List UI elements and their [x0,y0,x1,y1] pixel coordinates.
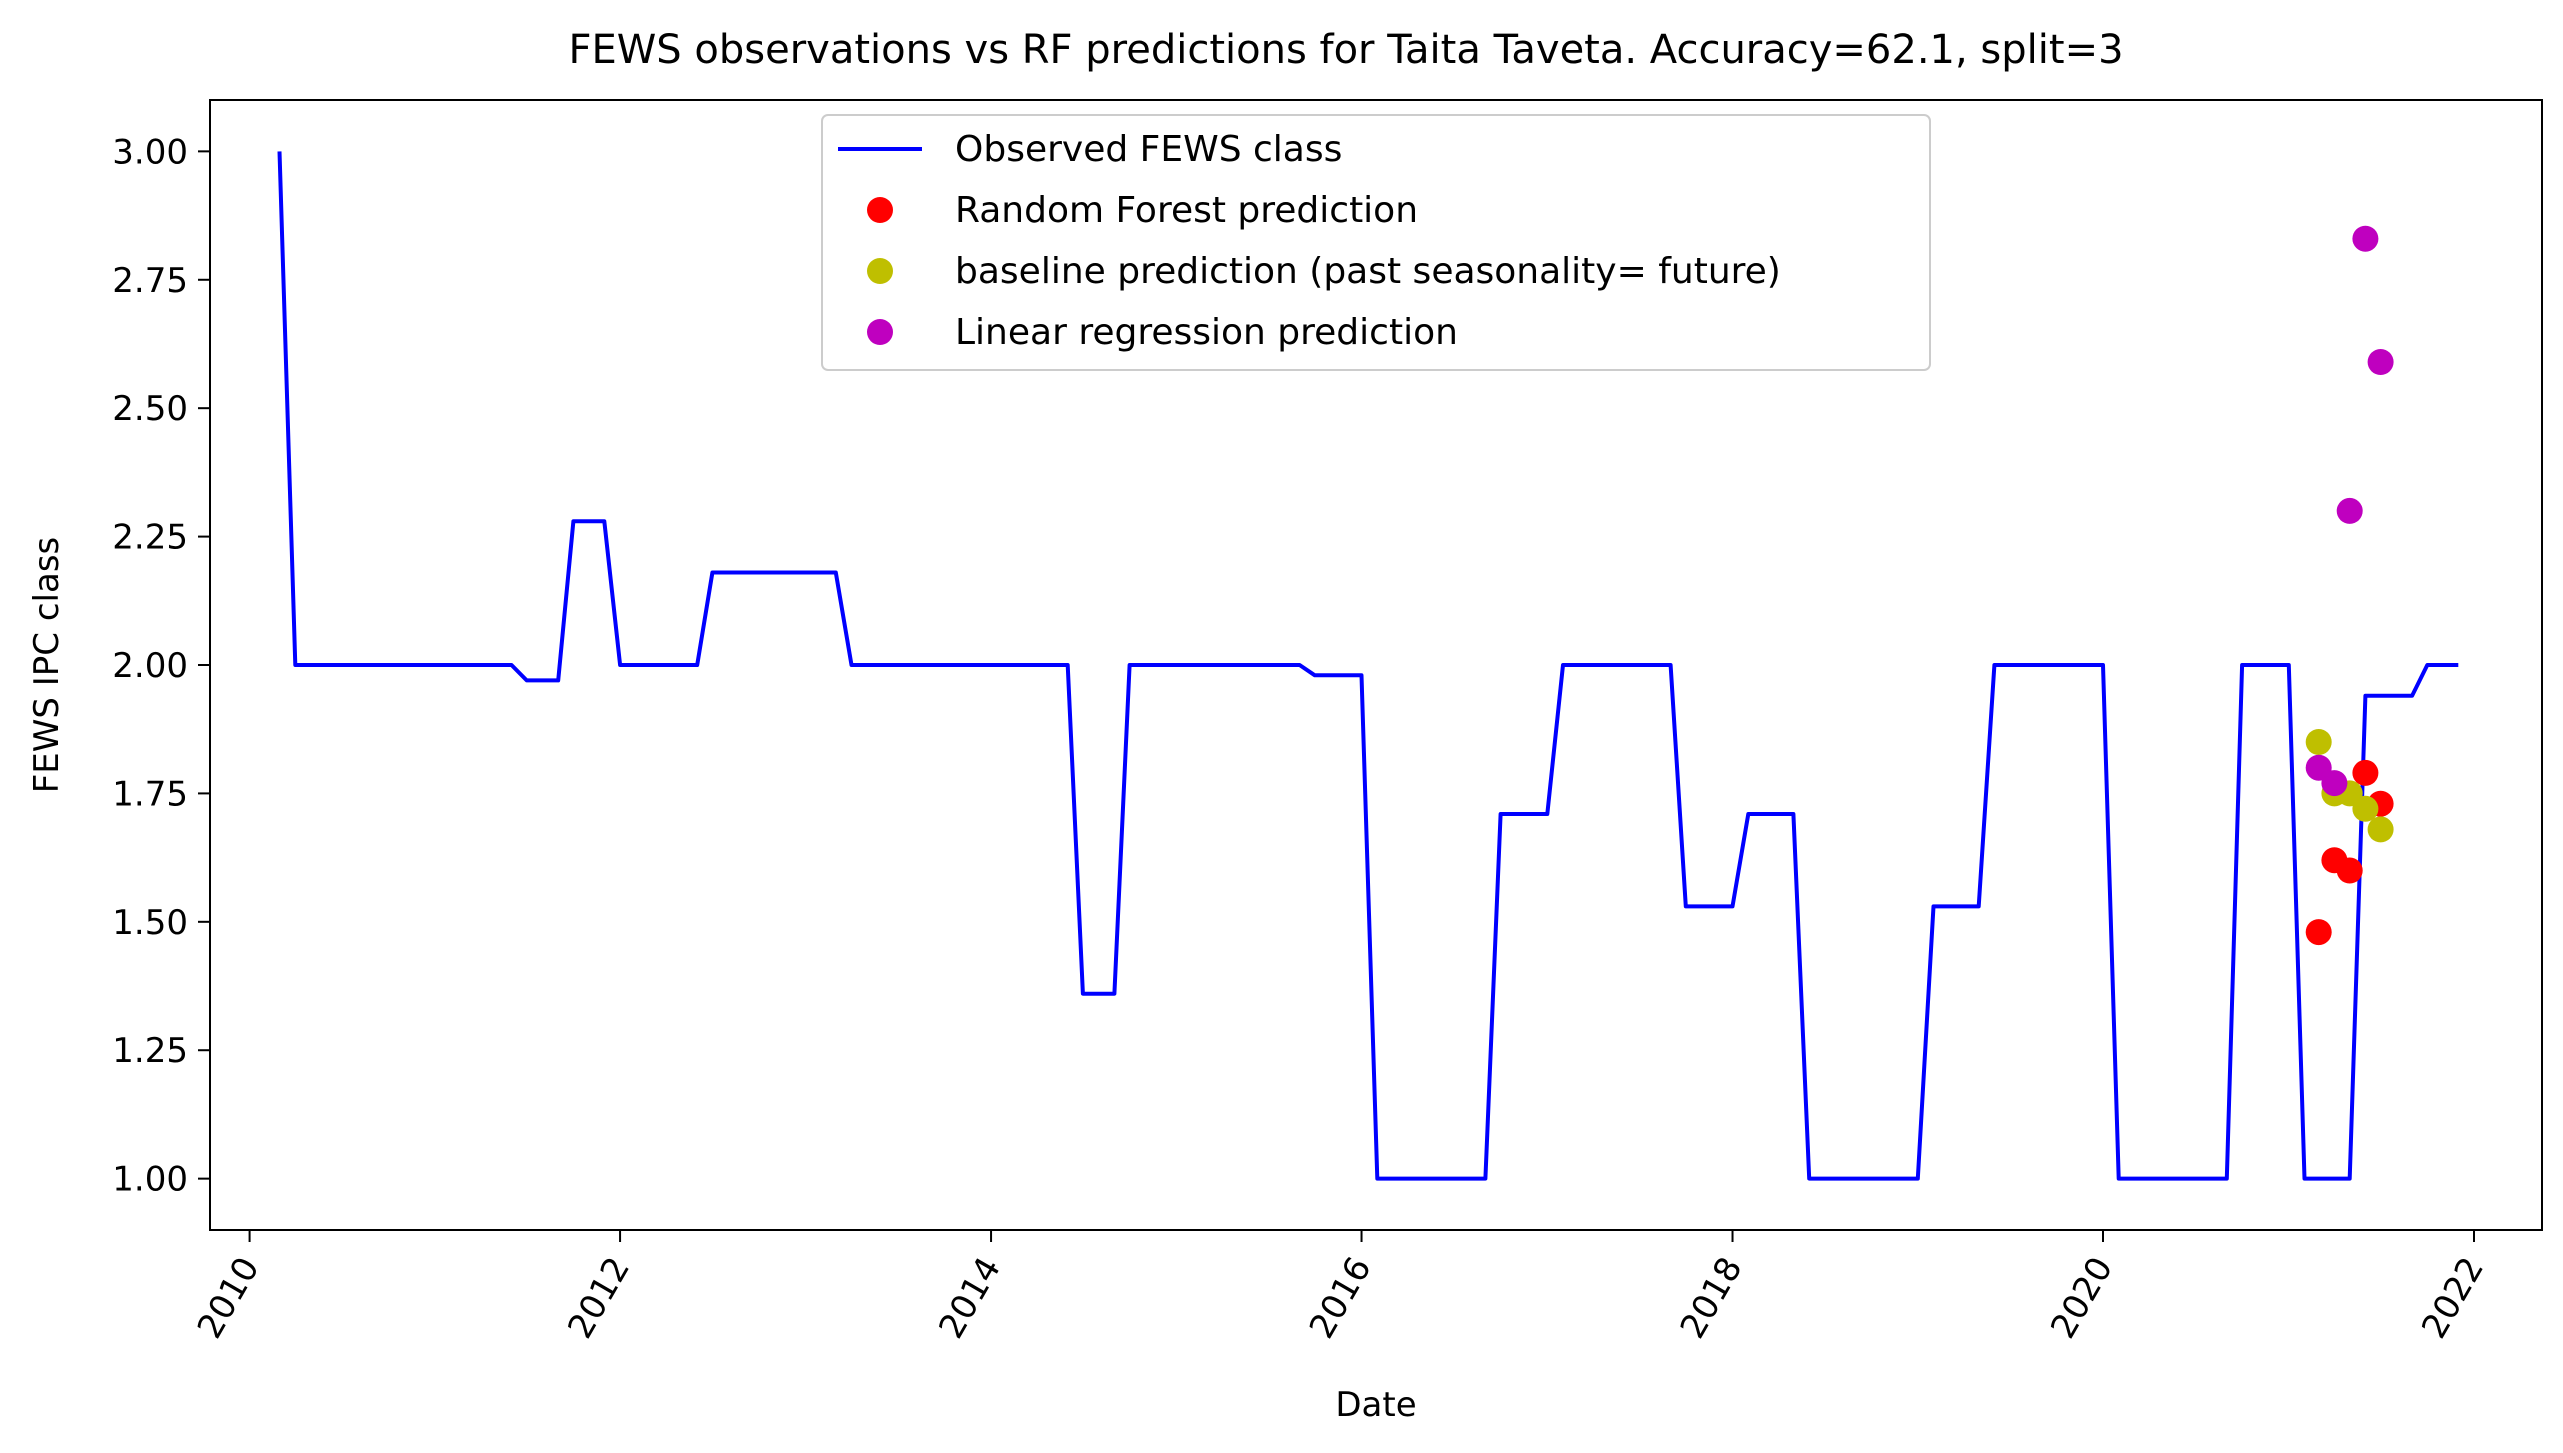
y-tick-label-3.00: 3.00 [112,132,188,172]
series-2-point-3 [2352,795,2379,822]
series-3-point-2 [2336,497,2363,524]
y-tick-label-1.00: 1.00 [112,1160,188,1200]
legend-label-1: Random Forest prediction [955,190,1418,231]
y-tick-label-1.50: 1.50 [112,903,188,943]
series-3-point-1 [2321,770,2348,797]
legend-label-2: baseline prediction (past seasonality= f… [955,251,1781,292]
series-3-point-4 [2367,349,2394,375]
y-tick-label-2.00: 2.00 [112,646,188,686]
y-tick-label-2.75: 2.75 [112,261,188,301]
series-2-point-4 [2367,816,2394,843]
plot-data [277,151,2459,1181]
series-1-point-0 [2305,919,2332,946]
y-axis-ticks: 1.00 1.25 1.50 1.75 2.00 2.25 2.50 2.75 3.00 [112,132,210,1200]
legend-box [821,114,1931,371]
y-tick-label-2.25: 2.25 [112,518,188,558]
legend: Observed FEWS class Random Forest predict… [821,114,1931,371]
y-tick-label-1.75: 1.75 [112,774,188,814]
legend-swatch-3 [867,319,893,345]
y-axis-label: FEWS IPC class [27,537,67,794]
series-line-observed [277,151,2459,1181]
series-1-point-3 [2352,759,2379,786]
chart-title: FEWS observations vs RF predictions for … [568,27,2123,73]
legend-label-0: Observed FEWS class [955,129,1342,170]
series-3-point-3 [2352,225,2379,252]
series-1-point-2 [2336,857,2363,884]
series-2-point-0 [2305,729,2332,755]
legend-label-3: Linear regression prediction [955,312,1458,353]
legend-swatch-2 [867,258,893,284]
legend-swatch-1 [867,197,893,223]
y-tick-label-1.25: 1.25 [112,1031,188,1071]
y-tick-label-2.50: 2.50 [112,389,188,429]
x-axis-label: Date [1335,1385,1416,1425]
